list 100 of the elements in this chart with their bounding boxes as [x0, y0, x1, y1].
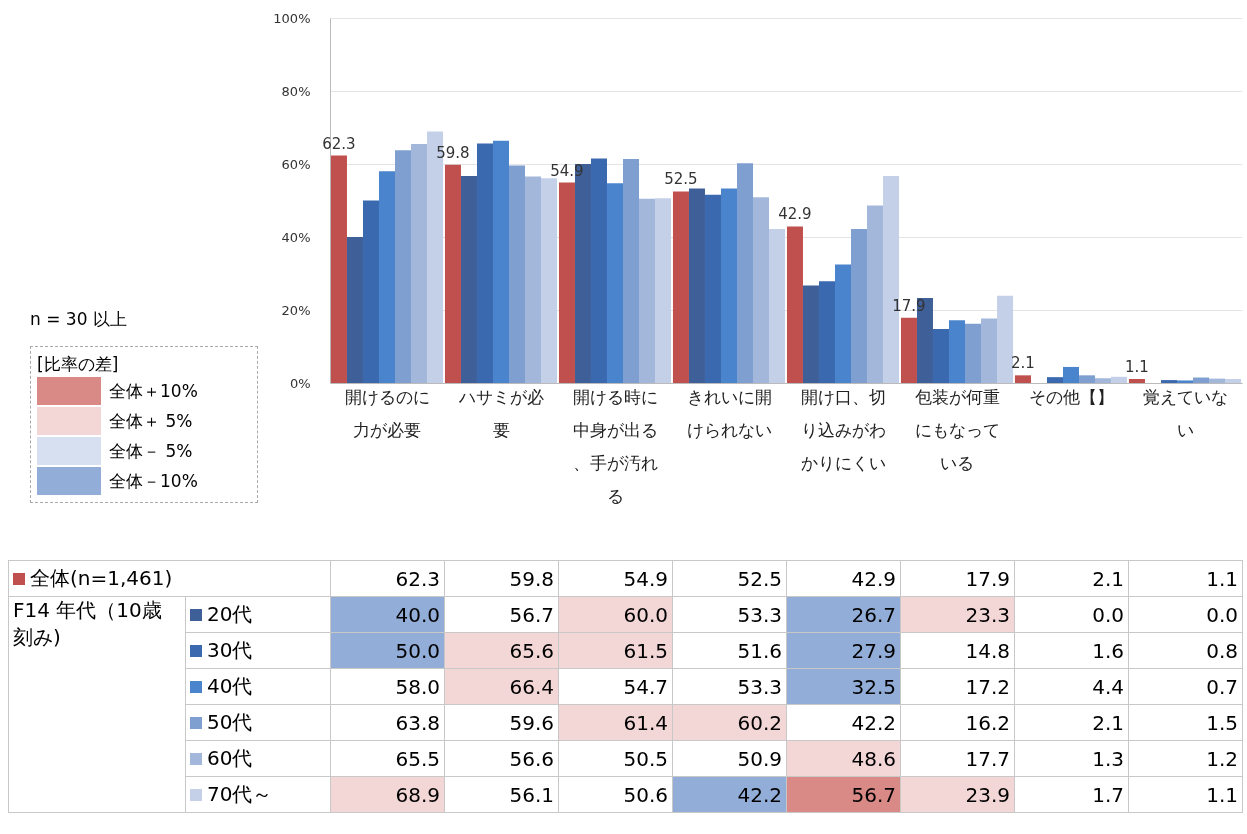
bar	[1225, 378, 1242, 383]
bar	[476, 143, 493, 383]
data-label: 1.3	[1014, 740, 1129, 777]
text: 52.5	[664, 170, 698, 189]
bar	[1111, 376, 1128, 383]
y-tick-label: 100%	[273, 10, 311, 26]
data-label: 66.4	[444, 668, 559, 705]
bar	[1079, 375, 1096, 383]
bar	[606, 183, 624, 383]
text: 1.1	[1125, 357, 1149, 376]
text: 59.8	[436, 143, 470, 162]
bar	[769, 228, 786, 383]
data-label: 26.7	[786, 596, 901, 633]
data-label: 16.2	[900, 704, 1015, 741]
x-tick-label: 開けるのに力が必要	[344, 386, 430, 440]
text: F14 年代（10歳刻み)	[8, 596, 186, 813]
data-label: 65.6	[444, 632, 559, 669]
data-label: 23.3	[900, 596, 1015, 633]
data-label: 53.3	[672, 668, 787, 705]
text: 62.3	[322, 134, 356, 153]
data-label: 27.9	[786, 632, 901, 669]
y-tick-label: 80%	[281, 83, 311, 99]
data-label: 1.1	[1128, 560, 1243, 597]
data-label: 61.5	[558, 632, 673, 669]
bar	[541, 178, 558, 383]
bar	[997, 295, 1014, 383]
bar	[525, 176, 542, 383]
bar	[867, 205, 884, 383]
x-tick-label: 包装が何重にもなっている	[914, 386, 1000, 473]
bar	[1193, 377, 1210, 383]
data-label: 56.7	[786, 776, 901, 813]
bar	[460, 176, 477, 383]
data-label: 1.7	[1014, 776, 1129, 813]
data-label: 17.2	[900, 668, 1015, 705]
data-label: 51.6	[672, 632, 787, 669]
data-label: 2.1	[1014, 560, 1129, 597]
data-label: 1.1	[1128, 776, 1243, 813]
data-label: 0.0	[1128, 596, 1243, 633]
data-label: 32.5	[786, 668, 901, 705]
data-label: 65.5	[330, 740, 445, 777]
legend-label: 60代	[207, 746, 253, 770]
bar	[1014, 375, 1031, 383]
data-label: 53.3	[672, 596, 787, 633]
legend-title: [比率の差]	[37, 353, 120, 376]
bar	[672, 191, 689, 383]
legend-label: 70代～	[207, 782, 273, 806]
x-tick-label: 覚えていない	[1142, 386, 1228, 440]
data-label: 62.3	[330, 560, 445, 597]
data-label: 54.9	[558, 560, 673, 597]
text: 全体－ 5%	[109, 439, 193, 463]
legend-label: 40代	[207, 674, 253, 698]
data-label: 2.1	[1014, 704, 1129, 741]
bar	[1209, 378, 1226, 383]
bar	[786, 226, 803, 383]
data-label: 1.6	[1014, 632, 1129, 669]
bar	[704, 194, 721, 383]
text: n = 30 以上	[30, 308, 127, 331]
text: 全体＋ 5%	[109, 409, 193, 433]
data-label: 42.9	[786, 560, 901, 597]
y-tick-label: 40%	[281, 229, 311, 245]
data-label: 50.9	[672, 740, 787, 777]
bar	[378, 171, 396, 383]
bar	[802, 285, 819, 383]
y-tick-label: 60%	[281, 156, 311, 172]
data-label: 14.8	[900, 632, 1015, 669]
data-label: 0.7	[1128, 668, 1243, 705]
legend-label: 50代	[207, 710, 253, 734]
bar	[688, 188, 705, 383]
data-label: 40.0	[330, 596, 445, 633]
bar	[330, 155, 347, 383]
y-tick-label: 20%	[281, 302, 311, 318]
y-tick-label: 0%	[289, 375, 311, 391]
legend-label: 20代	[207, 602, 253, 626]
data-label: 52.5	[672, 560, 787, 597]
bar	[851, 228, 868, 383]
data-label: 0.0	[1014, 596, 1129, 633]
bar	[900, 317, 917, 383]
x-tick-label: きれいに開けられない	[686, 386, 772, 440]
bar	[558, 182, 575, 383]
x-tick-label: 開け口、切り込みがわかりにくい	[800, 386, 886, 473]
bar	[411, 143, 428, 383]
text: 42.9	[778, 205, 812, 224]
x-tick-label: その他【】	[1028, 386, 1114, 407]
data-label: 50.6	[558, 776, 673, 813]
data-label: 17.7	[900, 740, 1015, 777]
bar	[737, 163, 754, 383]
bar	[720, 188, 738, 383]
bar	[932, 328, 949, 383]
text: 2.1	[1011, 354, 1035, 373]
bar	[1128, 378, 1145, 383]
bar	[1062, 366, 1080, 383]
bar	[1176, 380, 1194, 383]
data-label: 1.2	[1128, 740, 1243, 777]
data-label: 68.9	[330, 776, 445, 813]
bar	[655, 198, 672, 383]
bar	[981, 318, 998, 383]
text: 全体＋10%	[109, 379, 198, 403]
data-label: 59.6	[444, 704, 559, 741]
data-label: 42.2	[672, 776, 787, 813]
data-label: 58.0	[330, 668, 445, 705]
